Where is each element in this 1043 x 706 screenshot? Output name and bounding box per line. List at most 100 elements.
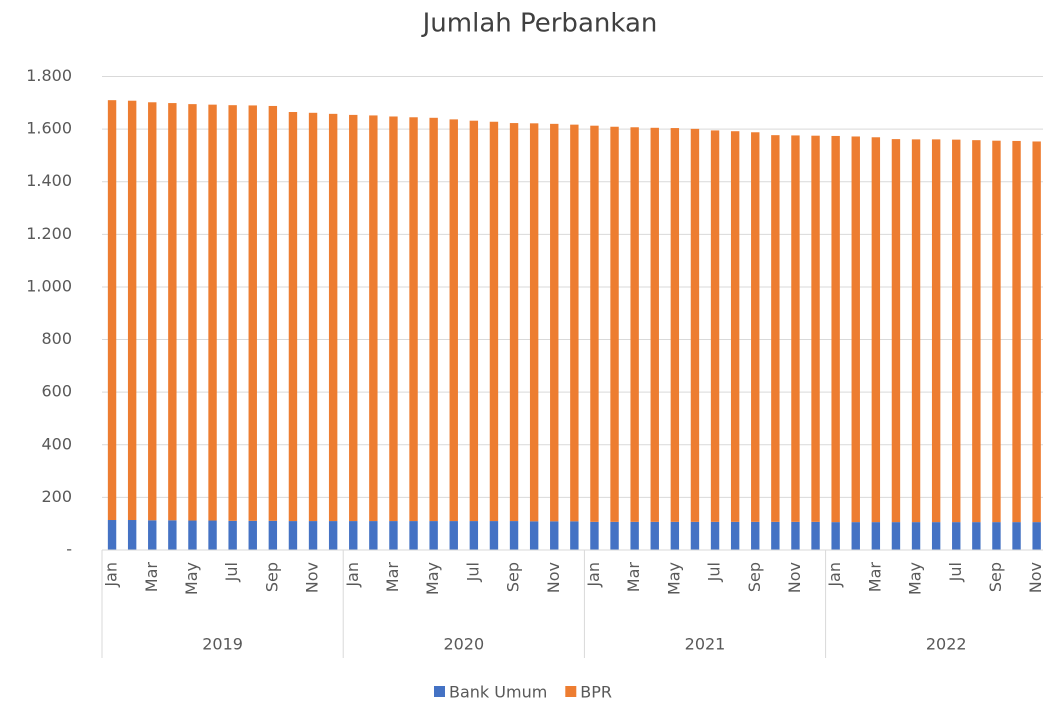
- bar: [791, 135, 800, 522]
- y-tick-label: 1.000: [26, 276, 72, 295]
- bar: [630, 127, 639, 522]
- y-tick-label: 400: [41, 434, 72, 453]
- x-tick-label: Mar: [624, 562, 643, 593]
- legend-label: Bank Umum: [449, 683, 547, 702]
- x-tick-label: Nov: [303, 562, 322, 593]
- bar: [1012, 522, 1021, 550]
- bar: [630, 521, 639, 550]
- bar: [811, 135, 820, 522]
- bar: [389, 116, 398, 522]
- bar: [891, 522, 901, 550]
- bar: [107, 520, 117, 550]
- x-tick-label: May: [906, 562, 925, 595]
- bar: [771, 135, 780, 522]
- bar: [107, 100, 117, 521]
- bar: [449, 119, 458, 522]
- bar: [771, 521, 780, 550]
- y-tick-label: 200: [41, 487, 72, 506]
- bar: [509, 123, 519, 522]
- bar: [931, 522, 941, 550]
- bar: [831, 522, 840, 550]
- bar: [931, 139, 941, 523]
- bar: [349, 114, 358, 522]
- bar: [268, 105, 278, 521]
- bar: [670, 521, 680, 550]
- bar: [972, 522, 981, 550]
- bar: [188, 520, 197, 550]
- y-tick-label: 1.800: [26, 66, 72, 85]
- bar: [409, 117, 418, 522]
- bar: [650, 521, 659, 550]
- chart-title: Jumlah Perbankan: [421, 9, 658, 39]
- bar: [831, 135, 840, 523]
- bar: [509, 521, 519, 550]
- bar: [248, 520, 257, 550]
- bar: [570, 521, 579, 550]
- bar: [529, 521, 539, 550]
- x-tick-label: Sep: [504, 562, 523, 592]
- bar: [369, 521, 378, 550]
- y-tick-label: 1.600: [26, 119, 72, 138]
- bar: [308, 521, 318, 550]
- x-group-label: 2020: [443, 635, 484, 654]
- bar: [228, 105, 237, 521]
- bar: [328, 521, 338, 550]
- x-tick-label: Sep: [745, 562, 764, 592]
- bar: [690, 521, 700, 550]
- x-tick-label: Jul: [463, 562, 482, 582]
- legend-swatch: [565, 686, 577, 697]
- bar: [952, 522, 961, 550]
- bar: [550, 521, 559, 550]
- bar: [670, 128, 680, 522]
- bar: [911, 522, 921, 550]
- bar: [972, 140, 981, 523]
- bar: [851, 522, 860, 550]
- bar: [871, 522, 881, 550]
- bar: [610, 521, 619, 550]
- x-tick-label: Nov: [785, 562, 804, 593]
- bar: [389, 521, 398, 550]
- bar: [730, 521, 740, 550]
- bar: [429, 521, 438, 550]
- bar: [268, 520, 278, 550]
- x-tick-label: Jan: [584, 562, 603, 588]
- bar: [610, 126, 619, 522]
- x-group-label: 2022: [926, 635, 967, 654]
- bar: [730, 131, 740, 522]
- y-tick-label: 800: [41, 329, 72, 348]
- x-tick-label: Jan: [102, 562, 121, 588]
- bar: [690, 128, 700, 522]
- bar: [228, 520, 237, 550]
- y-tick-label: 1.200: [26, 224, 72, 243]
- x-tick-label: Sep: [262, 562, 281, 592]
- y-tick-label: 600: [41, 382, 72, 401]
- bar: [168, 520, 177, 550]
- bar: [288, 112, 298, 522]
- x-tick-label: May: [423, 562, 442, 595]
- bar: [992, 522, 1001, 550]
- bar: [489, 121, 499, 522]
- bar: [429, 117, 438, 522]
- x-tick-label: Nov: [544, 562, 563, 593]
- bar: [449, 521, 458, 550]
- bar: [751, 132, 760, 522]
- bar: [791, 521, 800, 550]
- bar: [1012, 140, 1021, 523]
- bar: [871, 137, 881, 523]
- bar: [650, 127, 659, 522]
- x-tick-label: Nov: [1026, 562, 1043, 593]
- x-tick-label: Jan: [825, 562, 844, 588]
- x-tick-label: Mar: [142, 562, 161, 593]
- bar: [1032, 522, 1041, 550]
- bar: [369, 115, 378, 522]
- bar: [851, 136, 860, 523]
- bar: [710, 521, 720, 550]
- bar: [148, 520, 157, 550]
- bar: [469, 120, 479, 522]
- bar: [550, 123, 559, 522]
- bar: [168, 103, 177, 521]
- x-group-label: 2021: [685, 635, 726, 654]
- bar: [409, 521, 418, 550]
- bar: [208, 104, 217, 521]
